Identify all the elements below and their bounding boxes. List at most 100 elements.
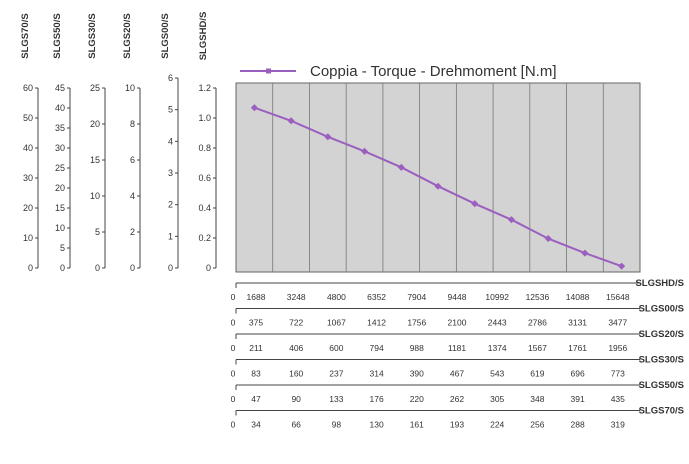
- bottom-axis-title: SLGS70/S: [639, 406, 684, 417]
- bottom-tick-label: 794: [370, 343, 384, 353]
- bottom-tick-label: 1181: [448, 343, 467, 353]
- bottom-tick-label: 2443: [488, 318, 507, 328]
- bottom-tick-label: 619: [530, 369, 544, 379]
- bottom-tick-label: 543: [490, 369, 504, 379]
- bottom-tick-label: 224: [490, 420, 504, 430]
- bottom-tick-label: 305: [490, 394, 504, 404]
- bottom-tick-label: 160: [289, 369, 303, 379]
- left-tick-label: 2: [130, 227, 135, 237]
- bottom-tick-label: 288: [571, 420, 585, 430]
- bottom-tick-label: 4800: [327, 292, 346, 302]
- bottom-axis-title: SLGS20/S: [639, 329, 684, 340]
- left-axis-title: SLGS30/S: [87, 13, 98, 58]
- left-tick-label: 25: [55, 163, 65, 173]
- bottom-axis-title: SLGSHD/S: [635, 278, 684, 289]
- left-tick-label: 0: [28, 263, 33, 273]
- bottom-tick-label: 83: [251, 369, 261, 379]
- data-point: [287, 117, 295, 125]
- bottom-tick-label: 435: [611, 394, 625, 404]
- left-tick-label: 25: [90, 83, 100, 93]
- bottom-tick-label: 15648: [606, 292, 630, 302]
- bottom-tick-label: 722: [289, 318, 303, 328]
- bottom-tick-label: 375: [249, 318, 263, 328]
- left-tick-label: 50: [23, 113, 33, 123]
- left-tick-label: 5: [95, 227, 100, 237]
- bottom-axis-title: SLGS30/S: [639, 355, 684, 366]
- bottom-axis-title: SLGS50/S: [639, 380, 684, 391]
- left-axis-title: SLGS70/S: [20, 13, 31, 58]
- left-tick-label: 0.6: [198, 173, 211, 183]
- bottom-tick-label: 211: [249, 343, 263, 353]
- bottom-tick-label: 1761: [568, 343, 587, 353]
- left-tick-label: 10: [90, 191, 100, 201]
- left-tick-label: 20: [55, 183, 65, 193]
- left-tick-label: 0: [95, 263, 100, 273]
- bottom-tick-label: 0: [231, 420, 236, 430]
- left-tick-label: 15: [90, 155, 100, 165]
- bottom-tick-label: 1067: [327, 318, 346, 328]
- bottom-tick-label: 1756: [407, 318, 426, 328]
- data-point: [361, 147, 369, 155]
- data-point: [581, 249, 589, 257]
- bottom-tick-label: 0: [231, 318, 236, 328]
- bottom-tick-label: 176: [370, 394, 384, 404]
- bottom-tick-label: 314: [370, 369, 384, 379]
- left-tick-label: 1: [168, 231, 173, 241]
- left-tick-label: 4: [130, 191, 135, 201]
- bottom-tick-label: 98: [332, 420, 342, 430]
- data-point: [471, 200, 479, 208]
- left-tick-label: 40: [23, 143, 33, 153]
- left-tick-label: 0.4: [198, 203, 211, 213]
- bottom-tick-label: 2786: [528, 318, 547, 328]
- bottom-tick-label: 1374: [488, 343, 507, 353]
- bottom-tick-label: 391: [571, 394, 585, 404]
- bottom-tick-label: 1688: [247, 292, 266, 302]
- bottom-tick-label: 406: [289, 343, 303, 353]
- bottom-tick-label: 66: [291, 420, 301, 430]
- left-tick-label: 10: [55, 223, 65, 233]
- left-tick-label: 45: [55, 83, 65, 93]
- left-tick-label: 0.8: [198, 143, 211, 153]
- bottom-tick-label: 2100: [448, 318, 467, 328]
- left-tick-label: 10: [23, 233, 33, 243]
- bottom-tick-label: 161: [410, 420, 424, 430]
- left-axis-title: SLGS20/S: [122, 13, 133, 58]
- data-point: [324, 133, 332, 141]
- left-axis-title: SLGS00/S: [160, 13, 171, 58]
- bottom-tick-label: 988: [410, 343, 424, 353]
- left-tick-label: 10: [125, 83, 135, 93]
- bottom-tick-label: 47: [251, 394, 261, 404]
- bottom-axis-title: SLGS00/S: [639, 304, 684, 315]
- left-tick-label: 3: [168, 168, 173, 178]
- left-tick-label: 30: [23, 173, 33, 183]
- bottom-tick-label: 256: [530, 420, 544, 430]
- left-tick-label: 4: [168, 136, 173, 146]
- bottom-tick-label: 262: [450, 394, 464, 404]
- left-tick-label: 0: [60, 263, 65, 273]
- left-tick-label: 60: [23, 83, 33, 93]
- left-tick-label: 15: [55, 203, 65, 213]
- bottom-tick-label: 348: [530, 394, 544, 404]
- left-tick-label: 0.2: [198, 233, 211, 243]
- left-tick-label: 0: [130, 263, 135, 273]
- bottom-tick-label: 600: [329, 343, 343, 353]
- bottom-tick-label: 3131: [568, 318, 587, 328]
- left-tick-label: 5: [60, 243, 65, 253]
- bottom-tick-label: 390: [410, 369, 424, 379]
- left-tick-label: 2: [168, 200, 173, 210]
- left-tick-label: 40: [55, 103, 65, 113]
- bottom-tick-label: 9448: [448, 292, 467, 302]
- left-tick-label: 6: [130, 155, 135, 165]
- bottom-tick-label: 10992: [485, 292, 509, 302]
- bottom-tick-label: 193: [450, 420, 464, 430]
- left-tick-label: 20: [23, 203, 33, 213]
- left-tick-label: 8: [130, 119, 135, 129]
- bottom-tick-label: 133: [329, 394, 343, 404]
- bottom-tick-label: 773: [611, 369, 625, 379]
- left-tick-label: 30: [55, 143, 65, 153]
- left-axis-title: SLGS50/S: [52, 13, 63, 58]
- bottom-tick-label: 6352: [367, 292, 386, 302]
- bottom-tick-label: 1956: [608, 343, 627, 353]
- bottom-tick-label: 3477: [608, 318, 627, 328]
